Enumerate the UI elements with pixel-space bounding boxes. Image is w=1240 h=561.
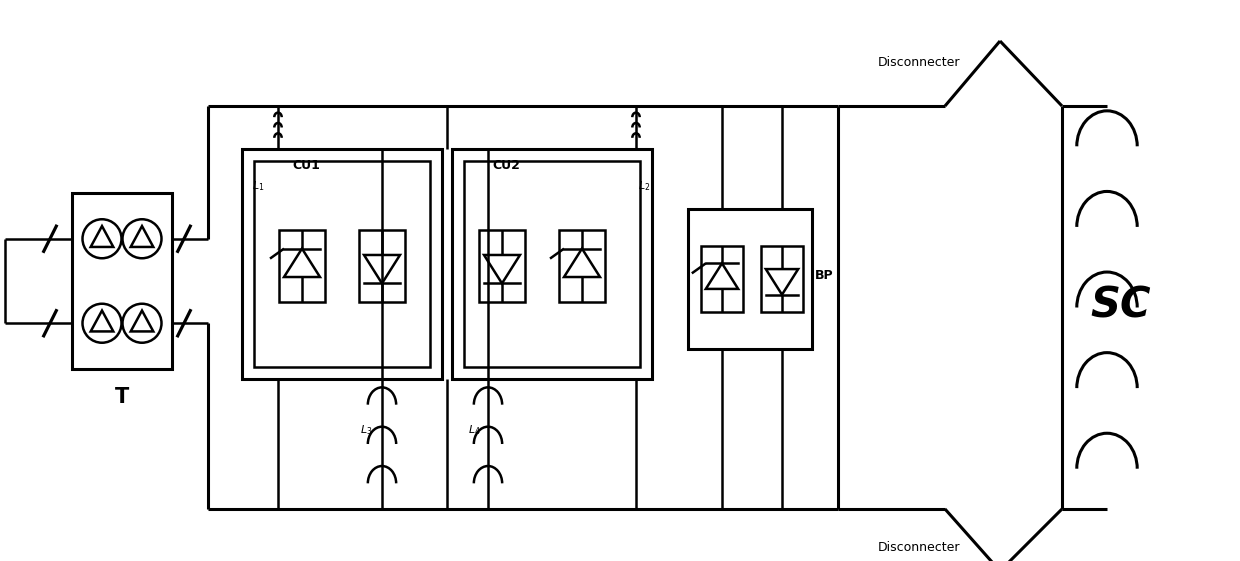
Text: T: T (115, 387, 129, 407)
Text: $L_1$: $L_1$ (252, 179, 264, 193)
Bar (479, 230, 526, 302)
Text: CU2: CU2 (492, 159, 520, 172)
Text: CU1: CU1 (291, 159, 320, 172)
Bar (701, 246, 743, 311)
Bar (761, 246, 802, 311)
Bar (464, 161, 640, 367)
Text: BP: BP (815, 269, 833, 282)
Text: $L_4$: $L_4$ (467, 423, 481, 437)
Text: $L_3$: $L_3$ (360, 423, 372, 437)
Bar (279, 230, 325, 302)
Text: Disconnecter: Disconnecter (878, 56, 961, 69)
Text: $L_2$: $L_2$ (639, 179, 650, 193)
Text: Disconnecter: Disconnecter (878, 541, 961, 554)
Bar (358, 230, 405, 302)
Bar (72, 193, 172, 369)
Bar (559, 230, 605, 302)
Bar (242, 149, 441, 379)
Bar (453, 149, 652, 379)
Text: SC: SC (1090, 285, 1151, 327)
Bar (254, 161, 430, 367)
Bar (688, 209, 812, 349)
